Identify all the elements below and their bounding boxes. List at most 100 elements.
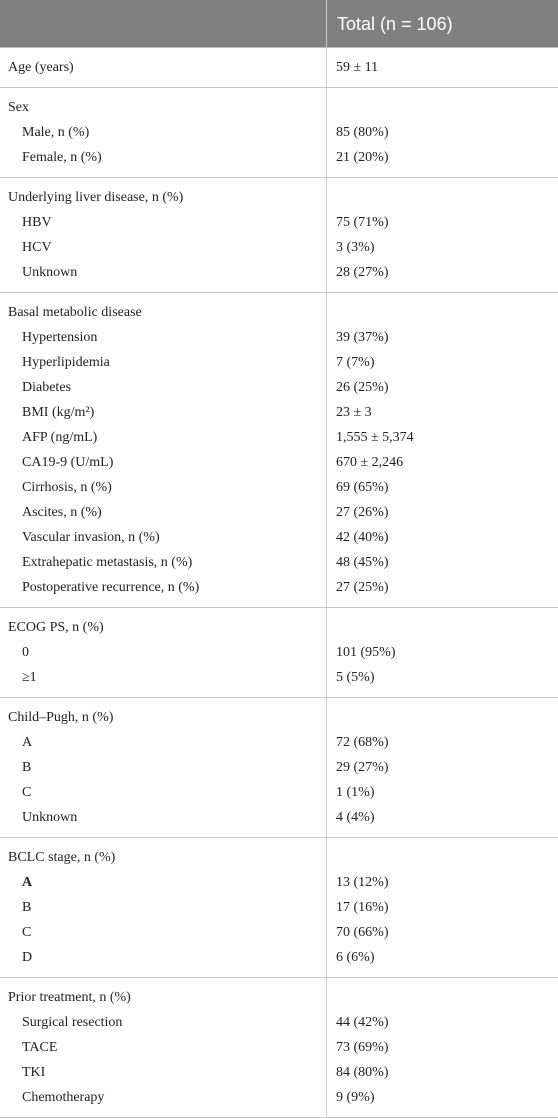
- section: Prior treatment, n (%) Surgical resection…: [0, 978, 558, 1118]
- header-cell: Total (n = 106): [337, 14, 453, 34]
- cell-value: 5 (5%): [336, 670, 375, 685]
- row-label: Unknown: [22, 265, 78, 280]
- section: Underlying liver disease, n (%) HBV HCV Unk…: [0, 178, 558, 293]
- row-label: TACE: [22, 1040, 58, 1055]
- cell-value: 6 (6%): [336, 950, 375, 965]
- row-label: C: [22, 785, 32, 800]
- cell-value: 27 (25%): [336, 580, 389, 595]
- row-label: Diabetes: [22, 380, 71, 395]
- section-label: Basal metabolic disease: [8, 305, 142, 320]
- cell-value: 48 (45%): [336, 555, 389, 570]
- value-column: 39 (37%) 7 (7%) 26 (25%) 23 ± 3 1,555 ± 5,37…: [326, 300, 414, 600]
- cell-empty: [336, 845, 389, 870]
- header-blank: [0, 0, 327, 47]
- cell-empty: [336, 615, 396, 640]
- row-label: A: [22, 875, 33, 890]
- cell-value: 42 (40%): [336, 530, 389, 545]
- cell-value: 75 (71%): [336, 215, 389, 230]
- row-label: B: [22, 900, 32, 915]
- row-label: Chemotherapy: [22, 1090, 105, 1105]
- row-label: Cirrhosis, n (%): [22, 480, 112, 495]
- cell-value: 7 (7%): [336, 355, 375, 370]
- row-label: 0: [22, 645, 29, 660]
- cell-value: 39 (37%): [336, 330, 389, 345]
- cell-value: 84 (80%): [336, 1065, 389, 1080]
- value-column: 75 (71%) 3 (3%) 28 (27%): [326, 185, 389, 285]
- value-column: 13 (12%) 17 (16%) 70 (66%) 6 (6%): [326, 845, 389, 970]
- label-column: Underlying liver disease, n (%) HBV HCV Unk…: [0, 185, 326, 285]
- row-label: Vascular invasion, n (%): [22, 530, 160, 545]
- cell-value: 9 (9%): [336, 1090, 375, 1105]
- cell-value: 1,555 ± 5,374: [336, 430, 414, 445]
- cell-value: 85 (80%): [336, 125, 389, 140]
- row-label: Postoperative recurrence, n (%): [22, 580, 200, 595]
- row-label: Ascites, n (%): [22, 505, 102, 520]
- value-column: 85 (80%) 21 (20%): [326, 95, 389, 170]
- label-column: Basal metabolic disease Hypertension Hyper…: [0, 300, 326, 600]
- row-label: ≥1: [22, 670, 37, 685]
- cell-value: 59 ± 11: [336, 60, 379, 75]
- value-column: 44 (42%) 73 (69%) 84 (80%) 9 (9%): [326, 985, 389, 1110]
- label-column: Age (years): [0, 55, 326, 80]
- section-label: Underlying liver disease, n (%): [8, 190, 184, 205]
- row-label: AFP (ng/mL): [22, 430, 98, 445]
- row-label: Unknown: [22, 810, 78, 825]
- value-column: 59 ± 11: [326, 55, 378, 80]
- cell-value: 27 (26%): [336, 505, 389, 520]
- cell-value: 670 ± 2,246: [336, 455, 404, 470]
- cell-empty: [336, 95, 389, 120]
- section: ECOG PS, n (%) 0 ≥1 101 (95%) 5 (5%): [0, 608, 558, 698]
- row-label: CA19-9 (U/mL): [22, 455, 114, 470]
- section: Child–Pugh, n (%) A B C Unknown 72 (68%) 29 (2…: [0, 698, 558, 838]
- label-column: BCLC stage, n (%) A B C D: [0, 845, 326, 970]
- section: Sex Male, n (%) Female, n (%) 85 (80%) 21 (2…: [0, 88, 558, 178]
- label-column: Sex Male, n (%) Female, n (%): [0, 95, 326, 170]
- row-label: D: [22, 950, 33, 965]
- section-label: Sex: [8, 100, 29, 115]
- row-label: Male, n (%): [22, 125, 90, 140]
- row-label: B: [22, 760, 32, 775]
- cell-empty: [336, 705, 389, 730]
- cell-empty: [336, 300, 414, 325]
- row-label: HCV: [22, 240, 52, 255]
- cell-value: 13 (12%): [336, 875, 389, 890]
- row-label: Hyperlipidemia: [22, 355, 110, 370]
- section-label: BCLC stage, n (%): [8, 850, 116, 865]
- section: Age (years) 59 ± 11: [0, 48, 558, 88]
- cell-value: 44 (42%): [336, 1015, 389, 1030]
- cell-empty: [336, 985, 389, 1010]
- cell-value: 29 (27%): [336, 760, 389, 775]
- section: Basal metabolic disease Hypertension Hyper…: [0, 293, 558, 608]
- value-column: 101 (95%) 5 (5%): [326, 615, 396, 690]
- table-body: Age (years) 59 ± 11 Sex Male, n (%) Female, …: [0, 48, 558, 1118]
- row-label: Female, n (%): [22, 150, 102, 165]
- header-row: Total (n = 106): [0, 0, 558, 48]
- row-label: HBV: [22, 215, 52, 230]
- row-label: Surgical resection: [22, 1015, 123, 1030]
- cell-value: 69 (65%): [336, 480, 389, 495]
- cell-value: 17 (16%): [336, 900, 389, 915]
- section-label: ECOG PS, n (%): [8, 620, 104, 635]
- cell-value: 28 (27%): [336, 265, 389, 280]
- cell-value: 21 (20%): [336, 150, 389, 165]
- row-label: Extrahepatic metastasis, n (%): [22, 555, 193, 570]
- cell-empty: [336, 185, 389, 210]
- cell-value: 72 (68%): [336, 735, 389, 750]
- cell-value: 73 (69%): [336, 1040, 389, 1055]
- row-label: A: [22, 735, 33, 750]
- cell-value: 23 ± 3: [336, 405, 372, 420]
- cell-value: 70 (66%): [336, 925, 389, 940]
- cell-value: 4 (4%): [336, 810, 375, 825]
- row-label: Hypertension: [22, 330, 98, 345]
- cell-value: 3 (3%): [336, 240, 375, 255]
- cell-value: 26 (25%): [336, 380, 389, 395]
- section-label: Age (years): [8, 60, 74, 75]
- label-column: Child–Pugh, n (%) A B C Unknown: [0, 705, 326, 830]
- label-column: Prior treatment, n (%) Surgical resection…: [0, 985, 326, 1110]
- row-label: TKI: [22, 1065, 46, 1080]
- section: BCLC stage, n (%) A B C D 13 (12%) 17 (16%) 70 …: [0, 838, 558, 978]
- section-label: Prior treatment, n (%): [8, 990, 131, 1005]
- value-column: 72 (68%) 29 (27%) 1 (1%) 4 (4%): [326, 705, 389, 830]
- label-column: ECOG PS, n (%) 0 ≥1: [0, 615, 326, 690]
